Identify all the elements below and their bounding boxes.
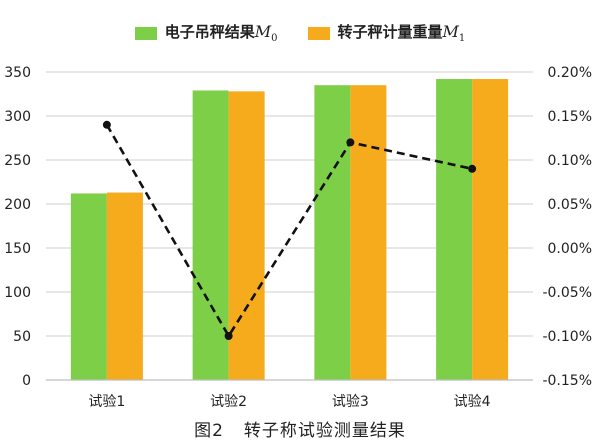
axes: 0 50 100 150 200 250 300 350 -0.15% -0.10% -0.05% 0…	[4, 65, 592, 410]
y-right-tick-label: 0.15%	[548, 109, 592, 125]
bar-hanging-scale	[192, 90, 229, 380]
bar-rotor-scale	[228, 91, 265, 381]
y-left-tick-label: 0	[22, 373, 31, 389]
y-left-tick-label: 350	[4, 65, 31, 81]
bars	[70, 79, 509, 381]
x-tick-label: 试验3	[332, 394, 369, 410]
error-line-path	[105, 124, 473, 338]
legend-swatch-hanging-scale	[134, 26, 157, 40]
x-tick-label: 试验2	[210, 394, 247, 410]
y-left-tick-label: 200	[4, 197, 31, 213]
legend-item-rotor-scale: 转子秤计量重量M1	[307, 21, 466, 45]
figure-title: 转子称试验测量结果	[243, 421, 406, 441]
legend-label-rotor-scale: 转子秤计量重量M1	[337, 22, 466, 45]
bar-hanging-scale	[314, 85, 351, 380]
error-line-point	[102, 120, 111, 129]
bar-rotor-scale	[472, 79, 509, 380]
legend-swatch-rotor-scale	[307, 26, 330, 40]
y-left-tick-label: 300	[4, 109, 31, 125]
legend-label-hanging-scale: 电子吊秤结果M0	[164, 22, 278, 45]
y-right-tick-label: -0.10%	[542, 329, 592, 345]
y-right-tick-label: 0.20%	[548, 65, 592, 81]
y-right-tick-label: 0.10%	[548, 153, 592, 169]
y-left-tick-label: 100	[4, 285, 31, 301]
x-tick-label: 试验4	[454, 394, 491, 410]
figure-caption: 图2 转子称试验测量结果	[0, 416, 600, 441]
error-line	[102, 120, 477, 340]
legend-item-hanging-scale: 电子吊秤结果M0	[134, 21, 278, 45]
figure-label: 图2	[194, 421, 224, 441]
y-right-tick-label: -0.05%	[542, 285, 592, 301]
y-left-tick-label: 50	[13, 329, 31, 345]
bar-hanging-scale	[436, 79, 473, 380]
legend: 电子吊秤结果M0 转子秤计量重量M1	[0, 21, 600, 45]
y-left-tick-label: 250	[4, 153, 31, 169]
x-tick-label: 试验1	[88, 394, 125, 410]
error-line-point	[224, 332, 233, 340]
bar-hanging-scale	[70, 193, 107, 380]
y-right-tick-label: -0.15%	[542, 373, 592, 389]
y-right-tick-label: 0.00%	[548, 241, 592, 257]
error-line-point	[468, 164, 477, 173]
plot-area: 0 50 100 150 200 250 300 350 -0.15% -0.10% -0.05% 0…	[4, 65, 592, 410]
bar-rotor-scale	[350, 85, 387, 380]
bar-rotor-scale	[106, 192, 143, 380]
y-right-tick-label: 0.05%	[548, 197, 592, 213]
y-left-tick-label: 150	[4, 241, 31, 257]
error-line-point	[346, 138, 355, 147]
